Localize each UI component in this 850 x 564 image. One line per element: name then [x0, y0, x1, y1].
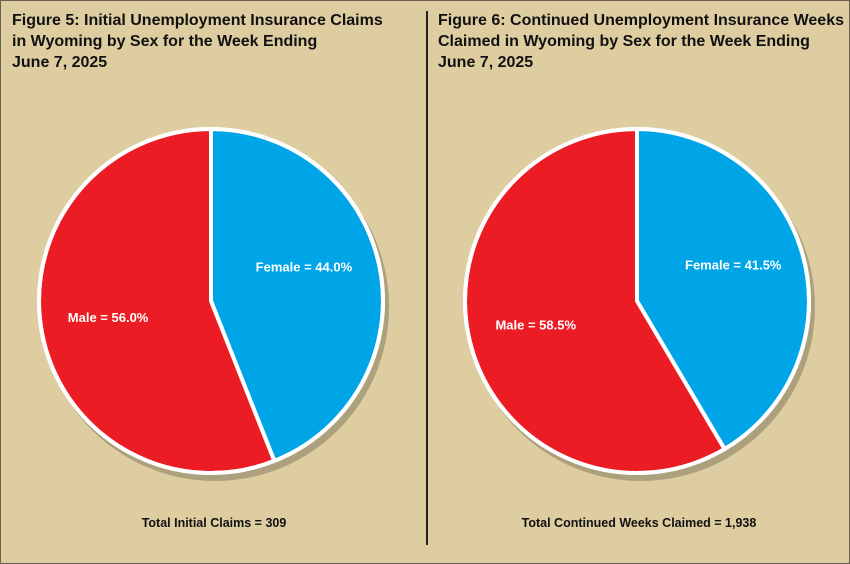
slice-label-male: Male = 58.5% — [495, 317, 576, 332]
figure-6-total: Total Continued Weeks Claimed = 1,938 — [521, 516, 757, 530]
figure-5-pie-chart: Female = 44.0% Male = 56.0% — [37, 127, 389, 481]
slice-label-female: Female = 41.5% — [685, 257, 782, 272]
figure-5-title-line-2: in Wyoming by Sex for the Week Ending — [12, 33, 318, 50]
slice-label-male: Male = 56.0% — [68, 310, 149, 325]
figure-5-total: Total Initial Claims = 309 — [141, 516, 287, 530]
figure-6-title: Figure 6: Continued Unemployment Insuran… — [438, 10, 844, 73]
figure-6-title-line-1: Figure 6: Continued Unemployment Insuran… — [438, 12, 844, 29]
pie-outline — [37, 127, 385, 475]
figure-5-title: Figure 5: Initial Unemployment Insurance… — [12, 10, 383, 73]
pie-outline — [463, 127, 811, 475]
figure-6-title-line-3: June 7, 2025 — [438, 54, 534, 71]
slice-label-female: Female = 44.0% — [256, 260, 353, 275]
figure-5-title-line-3: June 7, 2025 — [12, 54, 108, 71]
figure-6-title-line-2: Claimed in Wyoming by Sex for the Week E… — [438, 33, 810, 50]
figure-5-title-line-1: Figure 5: Initial Unemployment Insurance… — [12, 12, 383, 29]
panel-divider — [426, 11, 428, 545]
figure-6-pie-chart: Female = 41.5% Male = 58.5% — [463, 127, 815, 481]
